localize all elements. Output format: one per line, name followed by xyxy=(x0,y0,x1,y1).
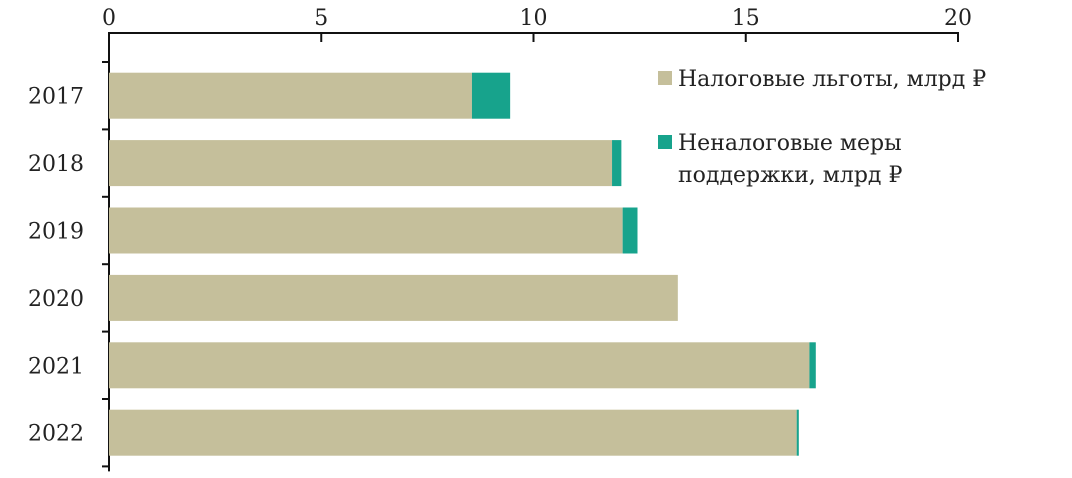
x-tick-label: 5 xyxy=(314,6,328,31)
legend-swatch xyxy=(658,71,672,85)
bar-non-tax-support xyxy=(622,207,638,254)
category-label: 2019 xyxy=(28,220,84,245)
bar-tax-benefits xyxy=(109,207,623,254)
bars xyxy=(109,72,816,456)
bar-tax-benefits xyxy=(109,72,472,119)
category-label: 2022 xyxy=(28,422,84,447)
x-tick-label: 20 xyxy=(944,6,972,31)
category-label: 2021 xyxy=(28,354,84,379)
bar-tax-benefits xyxy=(109,342,810,389)
bar-non-tax-support xyxy=(471,72,511,119)
legend: Налоговые льготы, млрд ₽ Неналоговые меры… xyxy=(658,67,986,188)
x-tick-label: 15 xyxy=(732,6,760,31)
legend-swatch xyxy=(658,135,672,149)
axes: 0 5 10 15 20 2017 2018 2019 2020 2021 2022 xyxy=(28,6,972,472)
legend-label: Налоговые льготы, млрд ₽ xyxy=(678,67,986,92)
bar-tax-benefits xyxy=(109,274,678,321)
x-tick-label: 10 xyxy=(520,6,548,31)
category-label: 2018 xyxy=(28,152,84,177)
bar-non-tax-support xyxy=(809,342,816,389)
bar-non-tax-support xyxy=(612,140,622,187)
category-label: 2017 xyxy=(28,85,84,110)
legend-label: поддержки, млрд ₽ xyxy=(678,163,902,188)
category-label: 2020 xyxy=(28,287,84,312)
x-tick-label: 0 xyxy=(102,6,116,31)
bar-tax-benefits xyxy=(109,140,613,187)
bar-tax-benefits xyxy=(109,409,797,456)
legend-label: Неналоговые меры xyxy=(678,131,902,156)
bar-non-tax-support xyxy=(796,409,799,456)
